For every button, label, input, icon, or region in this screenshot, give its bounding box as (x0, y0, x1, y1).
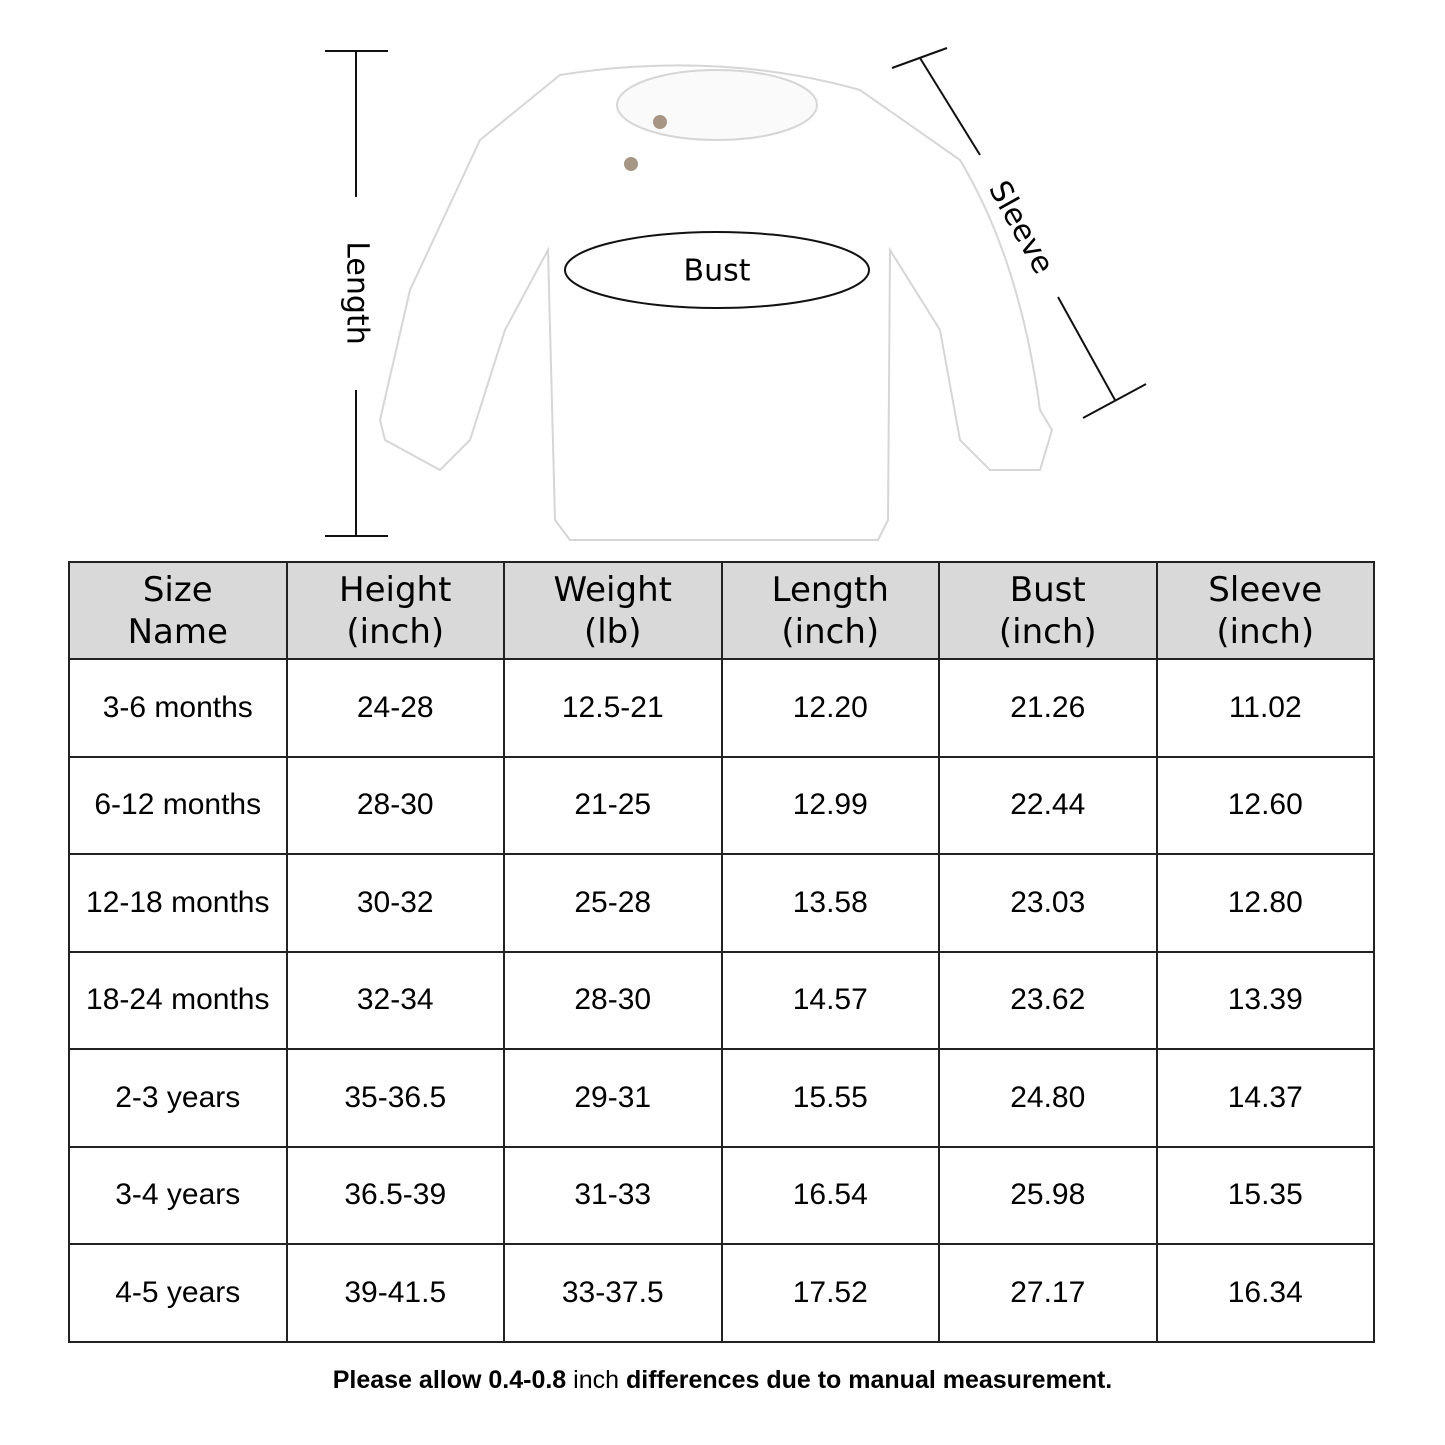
table-cell: 15.55 (720, 1048, 940, 1148)
table-cell: 29-31 (503, 1048, 723, 1148)
table-cell: 21.26 (938, 658, 1158, 758)
header-line: Size (142, 569, 213, 610)
note-text: differences due to manual measurement. (626, 1366, 1113, 1394)
note: Please allow 0.4-0.8 inch differences du… (0, 1366, 1445, 1395)
header-line: (inch) (1216, 611, 1315, 652)
table-cell: 3-4 years (68, 1145, 288, 1245)
header-line: Bust (1009, 569, 1086, 610)
table-cell: 3-6 months (68, 658, 288, 758)
table-row: 6-12 months 28-30 21-25 12.99 22.44 12.60 (68, 755, 1375, 855)
header-cell: Length (inch) (720, 561, 940, 660)
table-cell: 28-30 (285, 755, 505, 855)
table-cell: 36.5-39 (285, 1145, 505, 1245)
table-cell: 18-24 months (68, 950, 288, 1050)
table-cell: 12.99 (720, 755, 940, 855)
table-row: 2-3 years 35-36.5 29-31 15.55 24.80 14.37 (68, 1048, 1375, 1148)
header-line: (inch) (781, 611, 880, 652)
table-cell: 22.44 (938, 755, 1158, 855)
table-cell: 30-32 (285, 853, 505, 953)
table-cell: 16.34 (1155, 1243, 1375, 1343)
header-line: Height (339, 569, 452, 610)
header-cell: Height (inch) (285, 561, 505, 660)
table-row: 3-6 months 24-28 12.5-21 12.20 21.26 11.02 (68, 658, 1375, 758)
table-cell: 33-37.5 (503, 1243, 723, 1343)
diagram: Length Sleeve Bust (325, 47, 1147, 541)
note-text: Please allow 0.4-0.8 (332, 1366, 567, 1394)
header-line: Length (771, 569, 889, 610)
sweater (378, 64, 1054, 541)
header-line: Name (127, 611, 228, 652)
table-cell: 2-3 years (68, 1048, 288, 1148)
table-cell: 13.39 (1155, 950, 1375, 1050)
table-cell: 35-36.5 (285, 1048, 505, 1148)
header-line: Sleeve (1208, 569, 1323, 610)
table-cell: 23.62 (938, 950, 1158, 1050)
table-cell: 24-28 (285, 658, 505, 758)
table-cell: 14.37 (1155, 1048, 1375, 1148)
table-cell: 32-34 (285, 950, 505, 1050)
table-row: 12-18 months 30-32 25-28 13.58 23.03 12.80 (68, 853, 1375, 953)
header-line: (inch) (346, 611, 445, 652)
note-text: inch (573, 1366, 620, 1394)
sleeve-measure (891, 47, 1147, 419)
table-cell: 27.17 (938, 1243, 1158, 1343)
size-table: Size Name Height (inch) Weight (lb) Length (inc… (68, 561, 1375, 1343)
table-cell: 21-25 (503, 755, 723, 855)
table-cell: 25-28 (503, 853, 723, 953)
length-measure (325, 50, 388, 537)
header-cell: Bust (inch) (938, 561, 1158, 660)
table-cell: 24.80 (938, 1048, 1158, 1148)
header-cell: Weight (lb) (503, 561, 723, 660)
header-line: (lb) (583, 611, 642, 652)
table-cell: 12-18 months (68, 853, 288, 953)
table-cell: 25.98 (938, 1145, 1158, 1245)
header-cell: Sleeve (inch) (1155, 561, 1375, 660)
table-cell: 39-41.5 (285, 1243, 505, 1343)
table-cell: 14.57 (720, 950, 940, 1050)
header-line: Weight (553, 569, 672, 610)
header-cell: Size Name (68, 561, 288, 660)
table-cell: 4-5 years (68, 1243, 288, 1343)
header-line: (inch) (998, 611, 1097, 652)
table-cell: 12.80 (1155, 853, 1375, 953)
table-row: 4-5 years 39-41.5 33-37.5 17.52 27.17 16.34 (68, 1243, 1375, 1343)
table-cell: 17.52 (720, 1243, 940, 1343)
bust-label: Bust (684, 254, 751, 289)
table-cell: 23.03 (938, 853, 1158, 953)
table-cell: 31-33 (503, 1145, 723, 1245)
table-cell: 6-12 months (68, 755, 288, 855)
table-row: 18-24 months 32-34 28-30 14.57 23.62 13.39 (68, 950, 1375, 1050)
table-cell: 15.35 (1155, 1145, 1375, 1245)
bust-ellipse (564, 231, 870, 309)
table-cell: 12.5-21 (503, 658, 723, 758)
table-row: 3-4 years 36.5-39 31-33 16.54 25.98 15.35 (68, 1145, 1375, 1245)
length-label: Length (340, 241, 375, 344)
table-cell: 28-30 (503, 950, 723, 1050)
table-cell: 16.54 (720, 1145, 940, 1245)
table-cell: 12.20 (720, 658, 940, 758)
table-cell: 13.58 (720, 853, 940, 953)
table-cell: 12.60 (1155, 755, 1375, 855)
table-cell: 11.02 (1155, 658, 1375, 758)
